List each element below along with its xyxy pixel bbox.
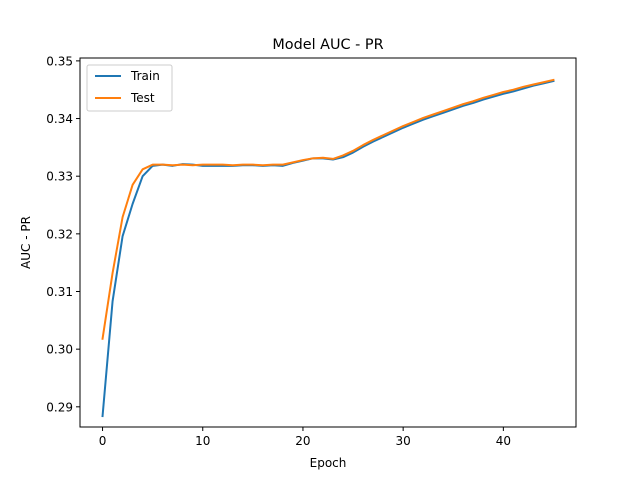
- x-axis-label: Epoch: [310, 456, 347, 470]
- y-axis-label: AUC - PR: [19, 216, 33, 269]
- chart-title: Model AUC - PR: [272, 37, 383, 53]
- y-tick-label: 0.34: [46, 112, 73, 126]
- plot-frame: [79, 57, 577, 428]
- y-tick-label: 0.35: [46, 54, 73, 68]
- series-line-test: [101, 78, 555, 340]
- x-tick-label: 40: [496, 434, 511, 448]
- y-tick-label: 0.32: [46, 227, 73, 241]
- y-tick-label: 0.30: [46, 343, 73, 357]
- y-axis: 0.29 0.30 0.31 0.32 0.33 0.34 0.35: [46, 54, 80, 414]
- x-tick-label: 30: [396, 434, 411, 448]
- legend: Train Test: [86, 64, 173, 112]
- y-tick-label: 0.31: [46, 285, 73, 299]
- plot-lines: [101, 78, 555, 418]
- legend-label-train: Train: [130, 69, 160, 83]
- legend-label-test: Test: [130, 91, 155, 105]
- y-tick-label: 0.33: [46, 170, 73, 184]
- x-axis: 0 10 20 30 40: [99, 427, 511, 448]
- x-tick-label: 10: [195, 434, 210, 448]
- x-tick-label: 0: [99, 434, 107, 448]
- y-tick-label: 0.29: [46, 400, 73, 414]
- x-tick-label: 20: [295, 434, 310, 448]
